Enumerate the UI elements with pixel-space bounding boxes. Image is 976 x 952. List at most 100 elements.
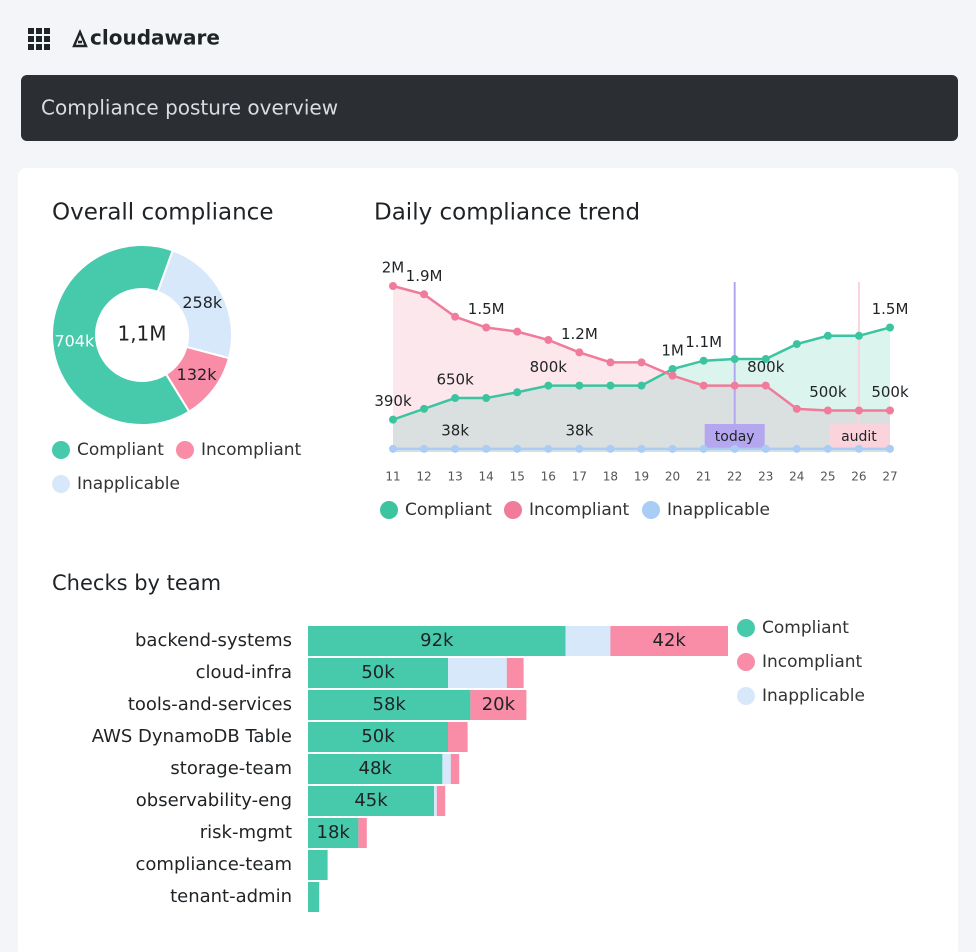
bar-segment <box>442 754 451 784</box>
data-label: 800k <box>530 358 568 376</box>
annotation-box <box>704 424 765 448</box>
data-label: 58k <box>373 694 407 715</box>
data-label: 50k <box>361 662 395 683</box>
x-tick-label: 12 <box>416 470 431 484</box>
data-label: 42k <box>653 630 687 651</box>
point <box>854 444 863 453</box>
x-tick-label: 19 <box>634 470 649 484</box>
category-label: storage-team <box>170 758 292 779</box>
point <box>389 415 397 424</box>
x-tick-label: 14 <box>479 470 494 484</box>
point <box>544 335 553 344</box>
point <box>451 394 460 403</box>
point <box>606 358 615 367</box>
legend-label: Inapplicable <box>77 474 180 494</box>
bar-segment <box>308 786 434 816</box>
legend-swatch <box>504 501 522 519</box>
card <box>18 168 958 952</box>
point <box>730 355 739 364</box>
category-label: backend-systems <box>135 630 292 651</box>
legend-label: Incompliant <box>762 652 863 672</box>
point <box>761 381 770 390</box>
point <box>823 331 832 340</box>
legend-swatch <box>52 441 70 459</box>
legend-swatch <box>737 687 755 705</box>
point <box>761 444 770 453</box>
legend-swatch <box>642 501 660 519</box>
x-tick-label: 23 <box>758 470 773 484</box>
pie-slice <box>156 249 233 360</box>
slice-label: 132k <box>177 365 218 384</box>
x-tick-label: 20 <box>665 470 680 484</box>
area <box>393 286 890 452</box>
point <box>730 381 739 390</box>
data-label: 1.9M <box>406 267 443 285</box>
legend-swatch <box>176 441 194 459</box>
bar-segment <box>506 658 524 688</box>
point <box>389 282 397 290</box>
x-tick-label: 18 <box>603 470 618 484</box>
point <box>637 381 646 390</box>
point <box>420 444 429 453</box>
bar-segment <box>308 882 320 912</box>
data-label: 1.5M <box>468 300 505 318</box>
category-label: risk-mgmt <box>200 822 292 843</box>
legend-label: Incompliant <box>529 500 630 520</box>
bar-segment <box>565 626 611 656</box>
legend-swatch <box>737 619 755 637</box>
annotation-label: today <box>715 429 755 445</box>
point <box>886 323 894 332</box>
point <box>699 381 708 390</box>
chart-title: Daily compliance trend <box>374 200 640 226</box>
data-label: 45k <box>354 790 388 811</box>
apps-dot <box>44 44 50 50</box>
x-tick-label: 21 <box>696 470 711 484</box>
point <box>854 406 863 415</box>
data-label: 50k <box>361 726 395 747</box>
point <box>668 371 677 380</box>
point <box>451 444 460 453</box>
apps-icon[interactable] <box>28 28 50 50</box>
point <box>513 388 522 397</box>
point <box>544 444 553 453</box>
point <box>668 365 677 373</box>
area <box>393 327 890 452</box>
x-tick-label: 24 <box>789 470 804 484</box>
brand-name[interactable]: cloudaware <box>90 26 220 50</box>
apps-dot <box>28 28 34 34</box>
point <box>792 444 801 453</box>
point <box>699 444 708 453</box>
data-label: 650k <box>436 371 474 389</box>
category-label: observability-eng <box>136 790 292 811</box>
point <box>482 394 491 403</box>
point <box>513 444 522 453</box>
bar-segment <box>308 754 443 784</box>
apps-dot <box>36 28 42 34</box>
point <box>420 404 429 413</box>
data-label: 48k <box>359 758 393 779</box>
point <box>575 381 584 390</box>
point <box>513 327 522 336</box>
point <box>389 444 397 453</box>
x-tick-label: 13 <box>447 470 462 484</box>
data-label: 38k <box>441 421 469 439</box>
apps-dot <box>44 36 50 42</box>
chart-title: Checks by team <box>52 571 221 595</box>
point <box>823 406 832 415</box>
x-tick-label: 17 <box>572 470 587 484</box>
bar-segment <box>308 850 328 880</box>
apps-dot <box>44 28 50 34</box>
legend-swatch <box>737 653 755 671</box>
x-tick-label: 11 <box>385 470 400 484</box>
annotation-box <box>828 424 889 448</box>
point <box>606 381 615 390</box>
point <box>886 444 894 453</box>
data-label: 390k <box>374 392 412 410</box>
category-label: tools-and-services <box>128 694 292 715</box>
bar-segment <box>436 786 446 816</box>
chart-title: Overall compliance <box>52 200 273 226</box>
legend-label: Inapplicable <box>762 686 865 706</box>
bar-segment <box>470 690 527 720</box>
point <box>482 444 491 453</box>
point <box>886 406 894 415</box>
